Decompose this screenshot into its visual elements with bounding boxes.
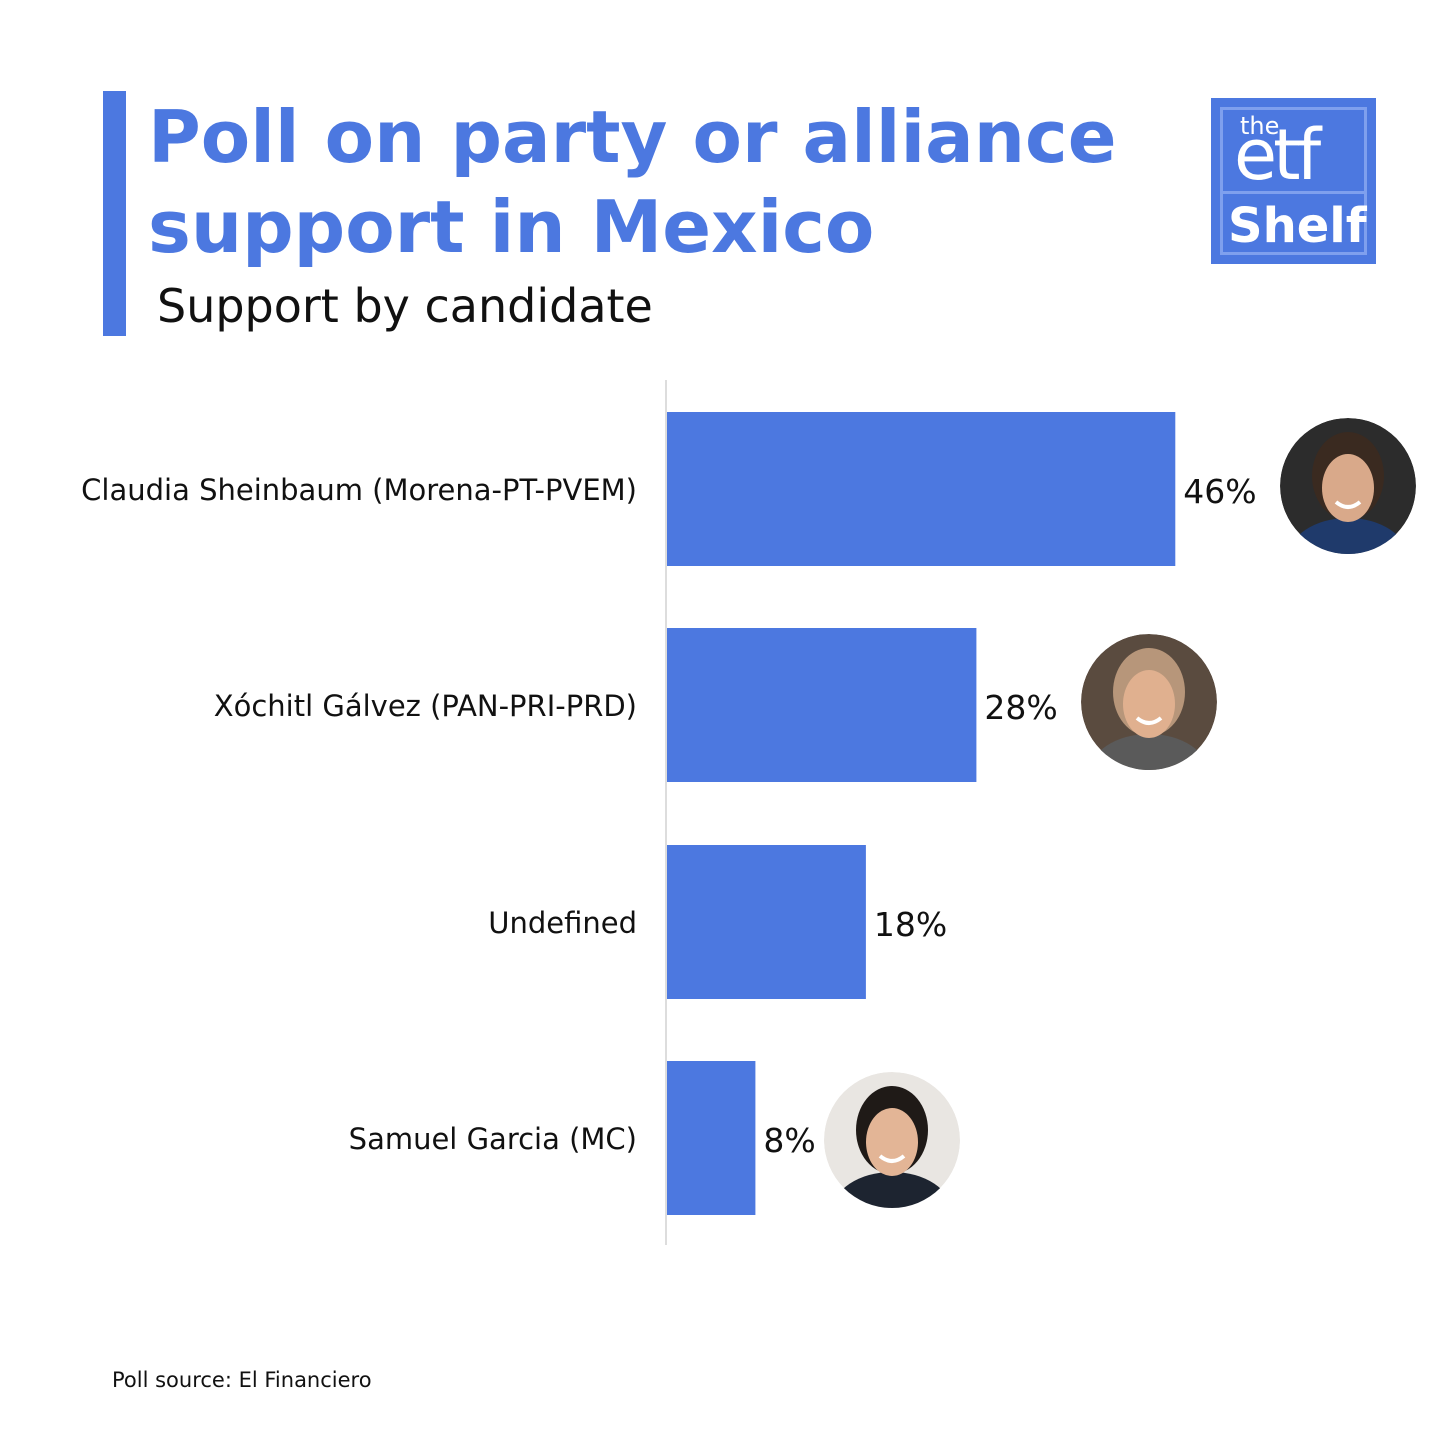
logo-text-shelf: Shelf xyxy=(1228,198,1367,254)
candidate-photo-garcia xyxy=(824,1072,960,1208)
bar-0 xyxy=(667,412,1176,566)
value-label-0: 46% xyxy=(1183,472,1256,511)
chart-title-line-2: support in Mexico xyxy=(148,185,875,269)
bar-3 xyxy=(667,1061,756,1215)
source-note: Poll source: El Financiero xyxy=(112,1368,372,1392)
category-label-1: Xóchitl Gálvez (PAN-PRI-PRD) xyxy=(214,689,637,723)
etf-shelf-logo xyxy=(1211,98,1376,264)
category-label-3: Samuel Garcia (MC) xyxy=(349,1122,637,1156)
chart-subtitle: Support by candidate xyxy=(157,279,653,333)
logo-frame xyxy=(1220,107,1367,255)
value-label-3: 8% xyxy=(763,1121,815,1160)
chart-title: Poll on party or alliance support in Mex… xyxy=(148,92,1188,272)
candidate-photo-sheinbaum xyxy=(1280,418,1416,554)
value-label-1: 28% xyxy=(984,688,1057,727)
bar-chart: Claudia Sheinbaum (Morena-PT-PVEM) 46% Xóc… xyxy=(81,380,1416,1245)
logo-divider xyxy=(1220,191,1367,194)
candidate-photo-galvez xyxy=(1081,634,1217,770)
logo-text-the: the xyxy=(1240,112,1280,140)
logo-text-etf: etf xyxy=(1234,114,1321,196)
bar-1 xyxy=(667,628,977,782)
chart-title-line-1: Poll on party or alliance xyxy=(148,95,1117,179)
value-label-2: 18% xyxy=(874,905,947,944)
category-label-0: Claudia Sheinbaum (Morena-PT-PVEM) xyxy=(81,473,637,507)
bar-2 xyxy=(667,845,866,999)
category-label-2: Undefined xyxy=(488,906,637,940)
title-accent-bar xyxy=(103,91,126,336)
